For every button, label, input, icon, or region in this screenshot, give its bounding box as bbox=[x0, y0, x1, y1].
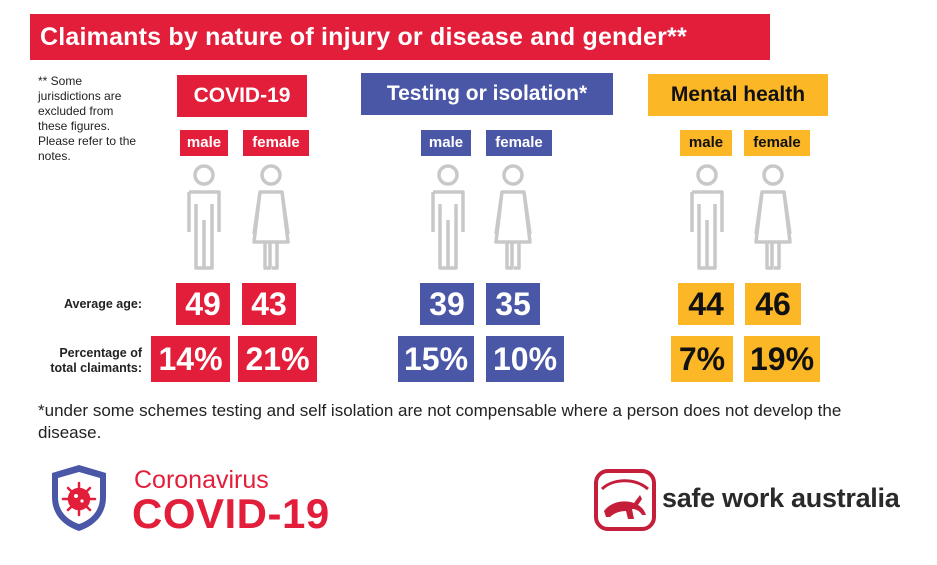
percentage-label: Percentage of total claimants: bbox=[50, 346, 142, 375]
mental-male-age: 44 bbox=[678, 283, 734, 325]
female-figure-icon bbox=[248, 162, 294, 272]
testing-male-percentage: 15% bbox=[398, 336, 474, 382]
covid-male-label: male bbox=[180, 130, 228, 156]
testing-category-header: Testing or isolation* bbox=[361, 73, 613, 115]
compensation-footnote: *under some schemes testing and self iso… bbox=[38, 401, 842, 442]
kangaroo-logo-icon bbox=[594, 469, 656, 531]
covid-female-age: 43 bbox=[242, 283, 296, 325]
brand-name: safe work australia bbox=[662, 483, 900, 513]
testing-female-percentage: 10% bbox=[486, 336, 564, 382]
covid-category-header: COVID-19 bbox=[177, 75, 307, 117]
testing-female-age: 35 bbox=[486, 283, 540, 325]
testing-male-label: male bbox=[421, 130, 471, 156]
covid-male-percentage: 14% bbox=[151, 336, 230, 382]
average-age-label: Average age: bbox=[63, 297, 142, 311]
mental-male-percentage: 7% bbox=[671, 336, 733, 382]
covid-female-percentage: 21% bbox=[238, 336, 317, 382]
jurisdiction-note: ** Some jurisdictions are excluded from … bbox=[38, 74, 137, 163]
coronavirus-text: Coronavirus bbox=[134, 466, 269, 494]
virus-shield-icon bbox=[48, 463, 110, 533]
testing-male-age: 39 bbox=[420, 283, 474, 325]
testing-female-label: female bbox=[486, 130, 552, 156]
covid-male-age: 49 bbox=[176, 283, 230, 325]
male-figure-icon bbox=[181, 162, 227, 272]
mental-male-label: male bbox=[680, 130, 732, 156]
male-figure-icon bbox=[684, 162, 730, 272]
mental-female-percentage: 19% bbox=[744, 336, 820, 382]
mental-female-label: female bbox=[744, 130, 810, 156]
male-figure-icon bbox=[425, 162, 471, 272]
mental-female-age: 46 bbox=[745, 283, 801, 325]
mental-health-category-header: Mental health bbox=[648, 74, 828, 116]
female-figure-icon bbox=[750, 162, 796, 272]
covid-female-label: female bbox=[243, 130, 309, 156]
female-figure-icon bbox=[490, 162, 536, 272]
page-title: Claimants by nature of injury or disease… bbox=[30, 14, 770, 60]
covid-19-logo-text: COVID-19 bbox=[132, 490, 330, 537]
